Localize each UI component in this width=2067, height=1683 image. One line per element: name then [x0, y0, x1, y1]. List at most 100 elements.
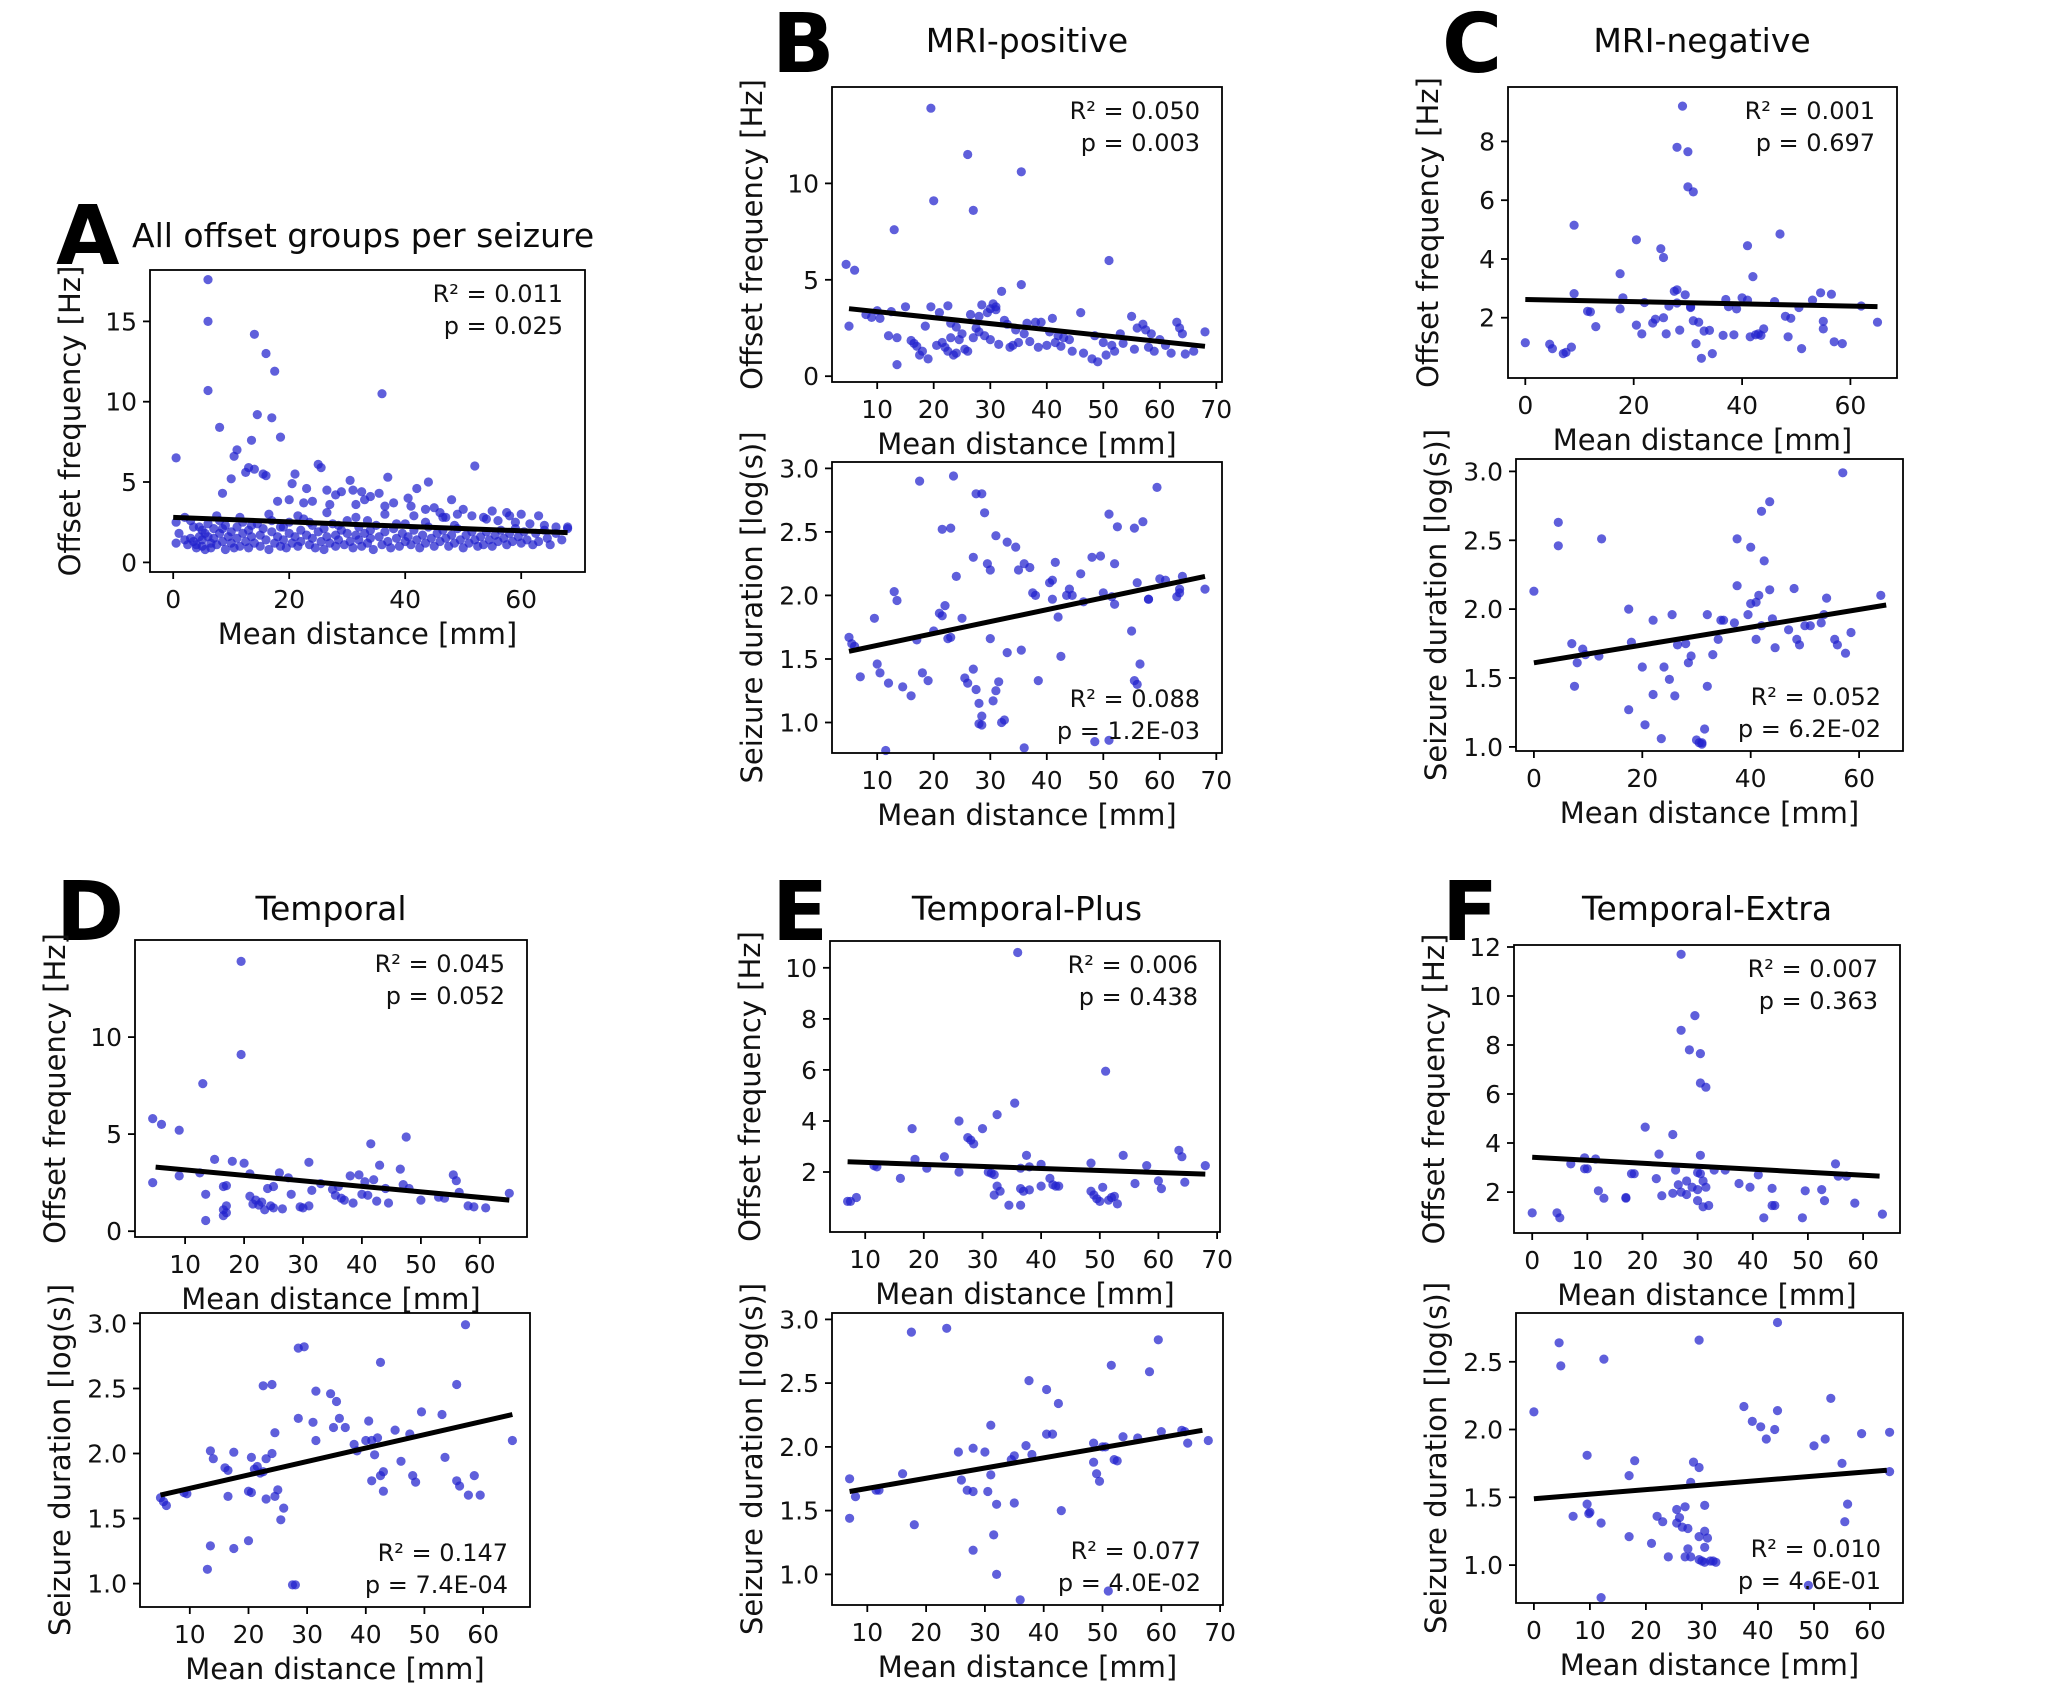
y-tick-label: 1.5 — [87, 1505, 127, 1534]
x-tick-label: 60 — [464, 1250, 496, 1279]
y-tick-label: 3.0 — [779, 454, 819, 483]
y-tick-label: 10 — [105, 388, 137, 417]
axes-box — [134, 939, 528, 1238]
axes-box — [829, 940, 1221, 1233]
y-tick-label: 4 — [1485, 1129, 1501, 1158]
regression-line — [847, 1159, 1206, 1177]
axes-box — [1513, 944, 1901, 1234]
y-ticks: 1.0 1.5 2.0 2.5 3.0 — [87, 1309, 140, 1599]
y-ticks: 1.0 1.5 2.0 2.5 3.0 — [779, 454, 832, 738]
x-tick-label: 10 — [851, 1618, 883, 1647]
x-ticks: 0 20 40 60 — [165, 572, 537, 614]
panel-title-f: Temporal-Extra — [1581, 889, 1833, 928]
x-tick-label: 40 — [1737, 1246, 1769, 1275]
plot-D-seizure-duration: 10 20 30 40 50 60 1.0 1.5 2.0 2.5 3.0 Mean distance… — [43, 1284, 531, 1683]
x-axis-label: Mean distance [mm] — [877, 427, 1176, 461]
x-tick-label: 60 — [1142, 1245, 1174, 1274]
x-axis-label: Mean distance [mm] — [185, 1652, 484, 1683]
x-tick-label: 0 — [1517, 391, 1533, 420]
stats-p: p = 0.003 — [1081, 129, 1200, 157]
x-tick-label: 40 — [1028, 1618, 1060, 1647]
stats-r2: R² = 0.052 — [1751, 683, 1881, 711]
y-tick-label: 1.0 — [1463, 733, 1503, 762]
plot-B-seizure-duration: 10 20 30 40 50 60 70 1.0 1.5 2.0 2.5 3.0 Mean distan… — [735, 431, 1232, 832]
y-tick-label: 6 — [801, 1056, 817, 1085]
scatter-points — [844, 471, 1210, 756]
stats-p: p = 0.438 — [1079, 983, 1198, 1011]
y-tick-label: 2.5 — [1463, 1348, 1503, 1377]
x-ticks: 10 20 30 40 50 60 — [169, 1237, 496, 1279]
x-tick-label: 30 — [967, 1245, 999, 1274]
x-tick-label: 20 — [1627, 1246, 1659, 1275]
regression-line — [848, 306, 1206, 349]
y-tick-label: 10 — [90, 1023, 122, 1052]
x-axis-label: Mean distance [mm] — [1560, 796, 1859, 830]
x-axis-label: Mean distance [mm] — [875, 1277, 1174, 1311]
y-tick-label: 5 — [803, 266, 819, 295]
y-ticks: 1.0 1.5 2.0 2.5 3.0 — [779, 1305, 832, 1589]
x-axis-label: Mean distance [mm] — [218, 617, 517, 651]
x-ticks: 10 20 30 40 50 60 70 — [861, 382, 1232, 424]
y-tick-label: 3.0 — [1463, 457, 1503, 486]
y-tick-label: 0 — [106, 1217, 122, 1246]
x-tick-label: 30 — [974, 395, 1006, 424]
x-tick-label: 40 — [1025, 1245, 1057, 1274]
x-tick-label: 0 — [1526, 764, 1542, 793]
y-tick-label: 1.5 — [779, 645, 819, 674]
stats-p: p = 4.0E-02 — [1058, 1569, 1201, 1597]
x-tick-label: 40 — [350, 1620, 382, 1649]
y-tick-label: 8 — [801, 1005, 817, 1034]
x-tick-label: 0 — [165, 585, 181, 614]
regression-line — [849, 1427, 1203, 1494]
x-tick-label: 20 — [1618, 391, 1650, 420]
y-tick-label: 12 — [1469, 933, 1501, 962]
y-tick-label: 2.5 — [779, 1369, 819, 1398]
x-tick-label: 60 — [1834, 391, 1866, 420]
stats-r2: R² = 0.010 — [1751, 1535, 1881, 1563]
x-tick-label: 0 — [1526, 1616, 1542, 1645]
axes-box — [149, 269, 586, 573]
x-ticks: 0 10 20 30 40 50 60 — [1524, 1233, 1879, 1275]
panel-letter-b: B — [772, 0, 835, 92]
axes-box — [139, 1312, 531, 1608]
x-ticks: 0 20 40 60 — [1526, 751, 1875, 793]
x-tick-label: 50 — [1798, 1616, 1830, 1645]
x-tick-label: 60 — [1854, 1616, 1886, 1645]
stats-r2: R² = 0.006 — [1068, 951, 1198, 979]
y-tick-label: 10 — [787, 169, 819, 198]
plot-D-offset-frequency: 10 20 30 40 50 60 0 5 10 Mean distance [mm] Offset… — [38, 933, 528, 1316]
stats-p: p = 7.4E-04 — [365, 1571, 508, 1599]
x-tick-label: 10 — [861, 395, 893, 424]
panel-letter-a: A — [56, 189, 120, 284]
x-tick-label: 40 — [389, 585, 421, 614]
regression-line — [1533, 1467, 1888, 1502]
x-axis-label: Mean distance [mm] — [1553, 423, 1852, 457]
x-tick-label: 60 — [467, 1620, 499, 1649]
axes-box — [831, 86, 1223, 383]
panel-letter-d: D — [56, 865, 125, 960]
x-tick-label: 20 — [908, 1245, 940, 1274]
x-tick-label: 40 — [1031, 766, 1063, 795]
x-tick-label: 70 — [1201, 1245, 1233, 1274]
plot-E-offset-frequency: 10 20 30 40 50 60 70 2 4 6 8 10 Mean distance [mm] Of… — [733, 931, 1233, 1311]
y-tick-label: 2.5 — [87, 1375, 127, 1404]
regression-line — [1533, 602, 1887, 666]
stats-p: p = 0.697 — [1756, 129, 1875, 157]
y-ticks: 2 4 6 8 10 12 — [1469, 933, 1514, 1207]
stats-r2: R² = 0.088 — [1070, 685, 1200, 713]
y-tick-label: 8 — [1479, 127, 1495, 156]
panel-title-e: Temporal-Plus — [911, 889, 1143, 928]
x-ticks: 0 10 20 30 40 50 60 — [1526, 1603, 1886, 1645]
x-axis-label: Mean distance [mm] — [1560, 1648, 1859, 1682]
y-tick-label: 0 — [803, 362, 819, 391]
stats-r2: R² = 0.045 — [375, 950, 505, 978]
x-tick-label: 70 — [1204, 1618, 1236, 1647]
y-axis-label: Offset frequency [Hz] — [38, 933, 72, 1244]
stats-p: p = 4.6E-01 — [1738, 1567, 1881, 1595]
stats-p: p = 0.052 — [386, 982, 505, 1010]
y-tick-label: 1.5 — [1463, 1483, 1503, 1512]
y-axis-label: Seizure duration [log(s)] — [43, 1284, 77, 1636]
x-tick-label: 30 — [974, 766, 1006, 795]
y-axis-label: Seizure duration [log(s)] — [735, 431, 769, 783]
plot-A-offset-frequency: 0 20 40 60 0 5 10 15 Mean distance [mm] Offset fr… — [53, 266, 586, 651]
